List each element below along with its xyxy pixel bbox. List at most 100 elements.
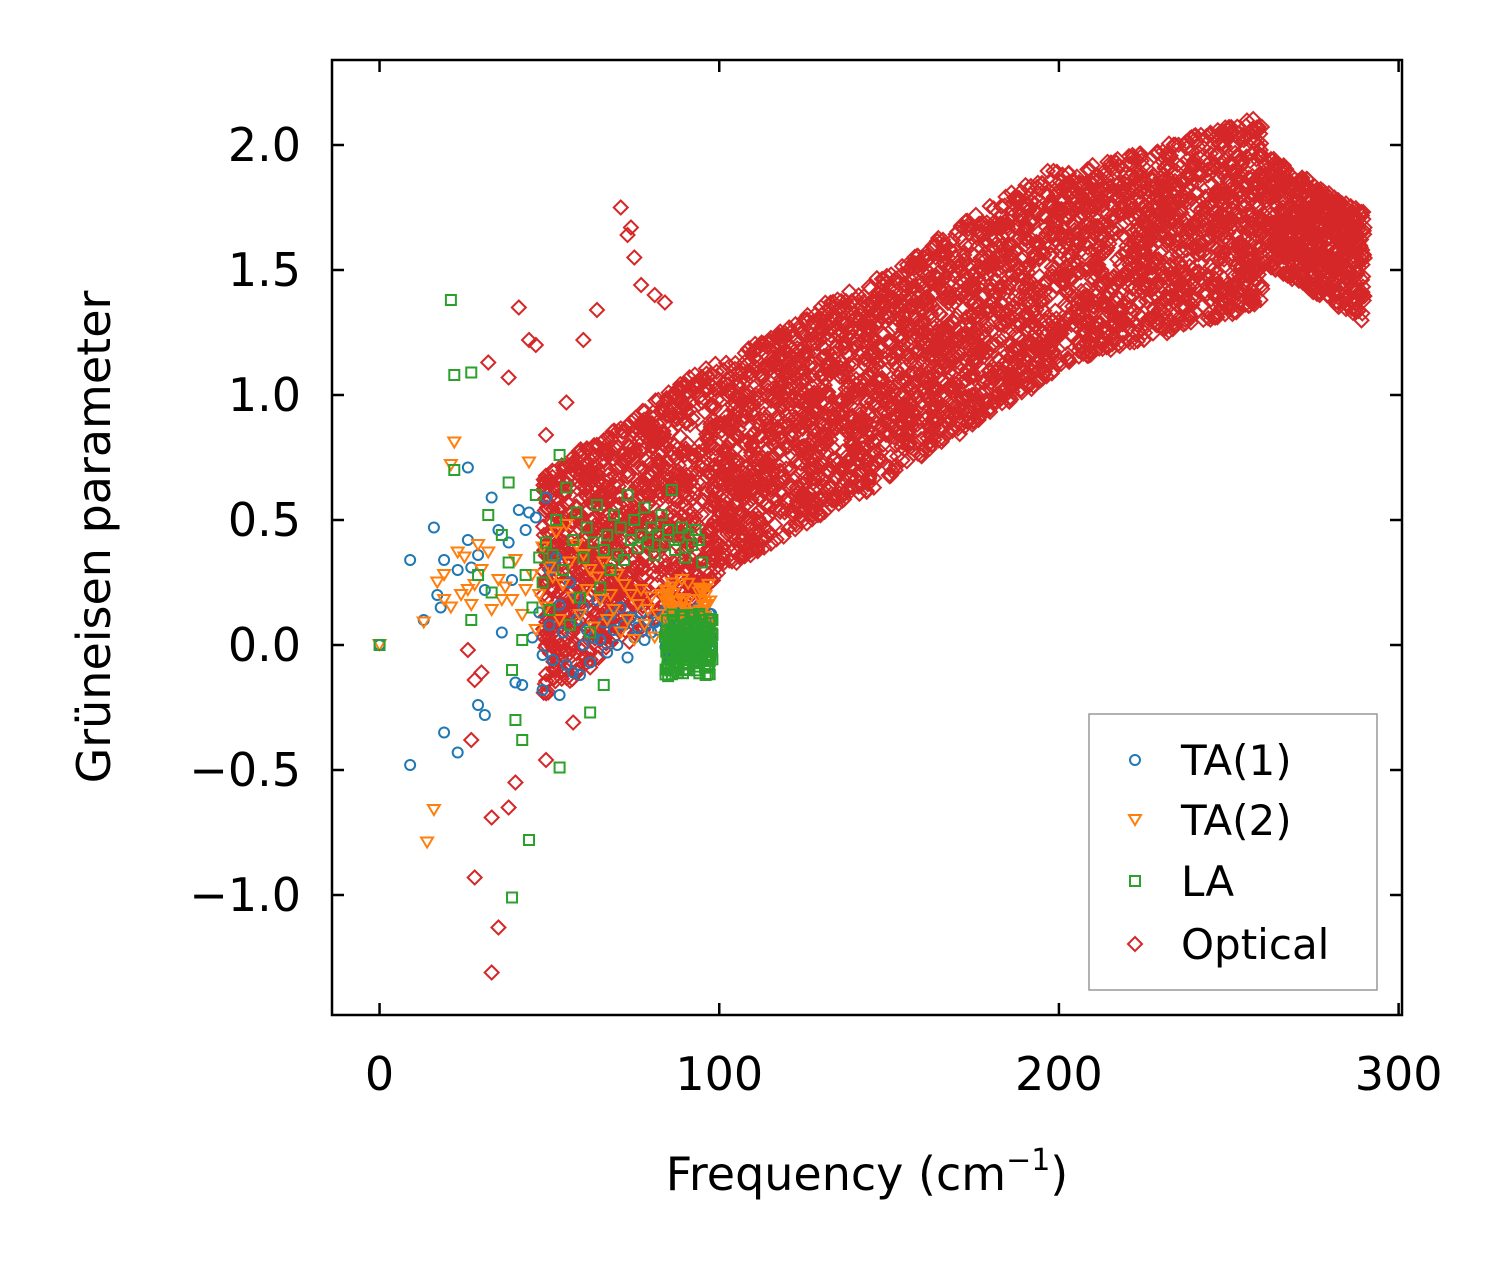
optical-point xyxy=(907,357,925,375)
optical-point xyxy=(1029,237,1046,255)
optical-point xyxy=(695,492,713,509)
optical-point xyxy=(628,513,646,531)
optical-point xyxy=(872,450,890,468)
optical-point xyxy=(1131,279,1149,296)
optical-point xyxy=(1139,310,1157,328)
optical-point xyxy=(601,444,619,462)
optical-point xyxy=(1019,367,1037,385)
optical-point xyxy=(981,316,999,334)
optical-point xyxy=(1034,175,1051,192)
optical-point xyxy=(1131,163,1149,180)
optical-point xyxy=(1015,230,1033,247)
optical-point xyxy=(568,480,586,497)
optical-point xyxy=(838,452,856,470)
optical-point xyxy=(1171,254,1189,272)
optical-point xyxy=(961,236,979,254)
optical-point xyxy=(916,379,934,397)
optical-point xyxy=(924,412,941,430)
optical-point xyxy=(1179,251,1197,268)
optical-point xyxy=(1075,345,1093,362)
optical-point xyxy=(690,443,708,461)
optical-point xyxy=(1215,137,1233,155)
optical-point xyxy=(1063,287,1081,305)
series-layer xyxy=(371,110,1374,981)
optical-point xyxy=(1336,207,1354,225)
optical-point xyxy=(912,430,930,448)
optical-point xyxy=(781,491,799,509)
optical-point xyxy=(841,408,859,426)
optical-point xyxy=(938,359,956,377)
optical-point xyxy=(1115,204,1133,222)
optical-point xyxy=(1347,218,1365,236)
optical-point xyxy=(996,197,1014,215)
optical-point xyxy=(807,392,825,409)
optical-point xyxy=(1062,205,1079,223)
optical-point xyxy=(806,470,824,487)
optical-point xyxy=(698,381,716,399)
optical-point xyxy=(1178,241,1196,259)
optical-point xyxy=(733,455,751,473)
optical-point xyxy=(1110,190,1127,207)
optical-point xyxy=(1220,250,1238,268)
optical-point xyxy=(906,435,924,452)
optical-point xyxy=(1251,148,1268,166)
optical-point xyxy=(583,524,601,542)
optical-point xyxy=(1265,222,1282,240)
optical-point xyxy=(1042,220,1060,237)
optical-point xyxy=(963,280,981,298)
optical-point xyxy=(895,372,912,390)
optical-point xyxy=(1165,236,1183,254)
optical-point xyxy=(1317,223,1335,240)
optical-point xyxy=(634,621,652,639)
optical-point xyxy=(1028,341,1046,359)
optical-point xyxy=(1120,250,1138,268)
optical-point xyxy=(1289,227,1307,245)
optical-point xyxy=(939,328,957,346)
optical-point xyxy=(1044,263,1062,281)
optical-point xyxy=(589,545,607,563)
optical-point xyxy=(785,411,803,428)
optical-point xyxy=(971,397,988,415)
optical-point xyxy=(1059,251,1077,268)
optical-point xyxy=(748,394,766,411)
optical-point xyxy=(950,400,967,417)
optical-point xyxy=(1206,158,1224,175)
optical-point xyxy=(1125,322,1143,340)
optical-point xyxy=(558,669,576,687)
optical-point xyxy=(821,300,838,318)
optical-point xyxy=(976,219,994,237)
optical-point xyxy=(1233,151,1251,169)
optical-point xyxy=(1173,170,1191,188)
optical-point xyxy=(820,401,838,418)
optical-point xyxy=(992,314,1009,332)
optical-point xyxy=(811,506,829,524)
optical-point xyxy=(731,393,749,411)
optical-point xyxy=(1265,173,1282,190)
optical-point xyxy=(850,345,868,363)
optical-point xyxy=(550,470,568,488)
optical-point xyxy=(956,339,973,357)
optical-point xyxy=(553,661,571,679)
optical-point xyxy=(714,538,732,556)
optical-point xyxy=(689,473,707,491)
optical-point xyxy=(1312,244,1329,262)
optical-point xyxy=(1109,182,1127,200)
optical-point xyxy=(1273,204,1290,222)
optical-point xyxy=(1206,309,1224,326)
optical-point xyxy=(961,369,979,387)
optical-point xyxy=(683,590,701,607)
optical-point xyxy=(607,537,624,555)
optical-point xyxy=(806,494,824,512)
optical-point xyxy=(695,446,713,464)
optical-point xyxy=(783,323,800,340)
optical-point xyxy=(859,435,876,453)
optical-point xyxy=(1289,225,1307,243)
optical-point xyxy=(594,433,611,451)
optical-point xyxy=(1135,330,1153,348)
optical-point xyxy=(947,242,964,260)
optical-point xyxy=(1038,367,1055,385)
optical-point xyxy=(975,348,993,366)
optical-point xyxy=(1006,255,1024,273)
optical-point xyxy=(882,467,900,485)
optical-point xyxy=(910,342,928,360)
